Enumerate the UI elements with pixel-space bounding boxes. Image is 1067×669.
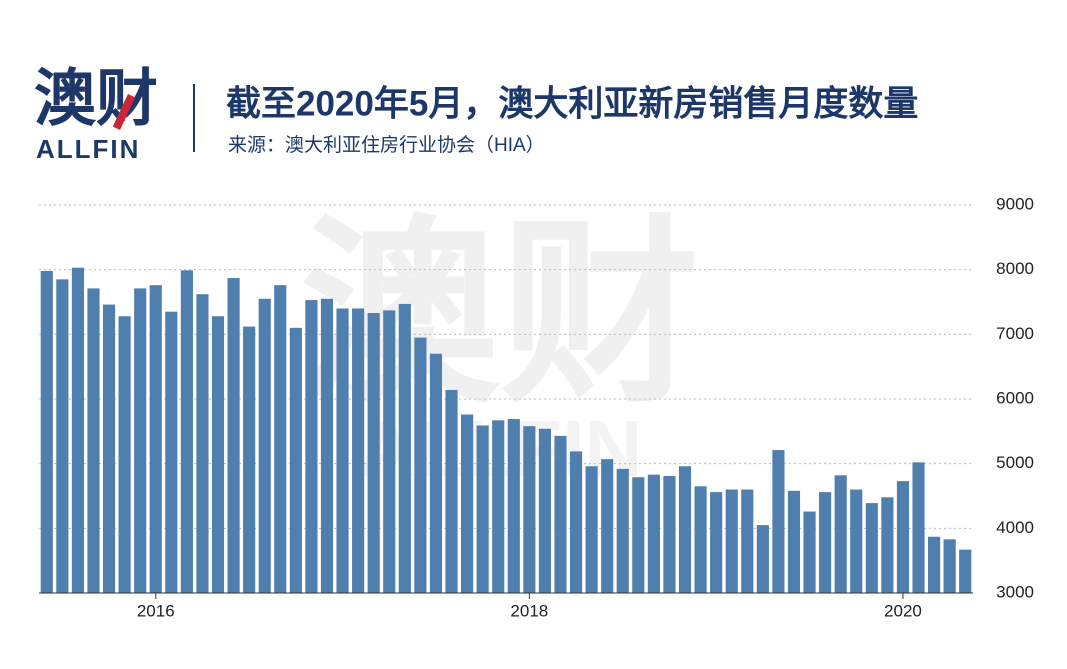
chart-title: 截至2020年5月，澳大利亚新房销售月度数量 [226,84,918,123]
bar [461,414,474,593]
bar [149,285,162,593]
y-tick-label: 4000 [996,518,1034,537]
bar [710,492,723,593]
bar [476,425,489,593]
bar [102,304,116,593]
y-tick-label: 8000 [996,259,1034,278]
bar [211,316,225,593]
bar [803,511,816,593]
x-tick-label: 2020 [884,601,922,620]
bar [959,549,972,593]
bar [632,477,645,593]
logo-name: 澳财 [34,64,158,133]
watermark-name: 澳财 [300,203,700,426]
bar [569,451,583,593]
bar [819,492,832,593]
bar [429,353,443,593]
bar [741,489,754,593]
bar [772,450,785,593]
bar [445,389,458,593]
bar [56,279,69,593]
bar [616,468,629,593]
bar [585,466,598,593]
bar [414,337,427,593]
bar [336,308,349,593]
bar [912,462,925,593]
bar [40,270,53,593]
bar [834,475,847,593]
bar [492,420,505,593]
bar [725,489,738,593]
bar [865,503,878,593]
y-tick-label: 5000 [996,453,1034,472]
y-tick-label: 7000 [996,324,1034,343]
bar [305,300,318,593]
bar [71,267,84,593]
bar [787,490,801,593]
bar [398,303,411,593]
bar [87,288,100,593]
bar [243,326,256,593]
bar [118,316,131,593]
bar [523,426,536,593]
bar [663,475,676,593]
x-tick-label: 2016 [137,601,175,620]
bar [678,466,692,593]
y-tick-label: 3000 [996,582,1034,601]
bar [196,294,209,593]
bar [850,489,863,593]
bar [694,486,707,593]
x-tick-label: 2018 [510,601,548,620]
bar [352,308,365,593]
logo-latin: ALLFIN [36,134,140,164]
bar [180,270,193,593]
bar [538,428,551,593]
logo-accent [112,93,136,131]
bar [943,539,956,593]
bar [896,481,910,593]
bar [601,459,614,593]
y-tick-label: 9000 [996,194,1034,213]
y-tick-label: 6000 [996,388,1034,407]
bar [554,435,567,593]
chart-subtitle: 来源：澳大利亚住房行业协会（HIA） [228,134,545,156]
bar [320,298,334,593]
bar [756,525,769,593]
bar [274,285,287,593]
bar [165,311,178,593]
bar [258,298,271,593]
bar [367,312,380,593]
bar [928,536,941,593]
bar [134,288,147,593]
bar [383,310,396,593]
bar [881,497,894,593]
bar [227,278,240,593]
bar [647,474,660,593]
bar [289,327,302,593]
bar [507,419,520,593]
